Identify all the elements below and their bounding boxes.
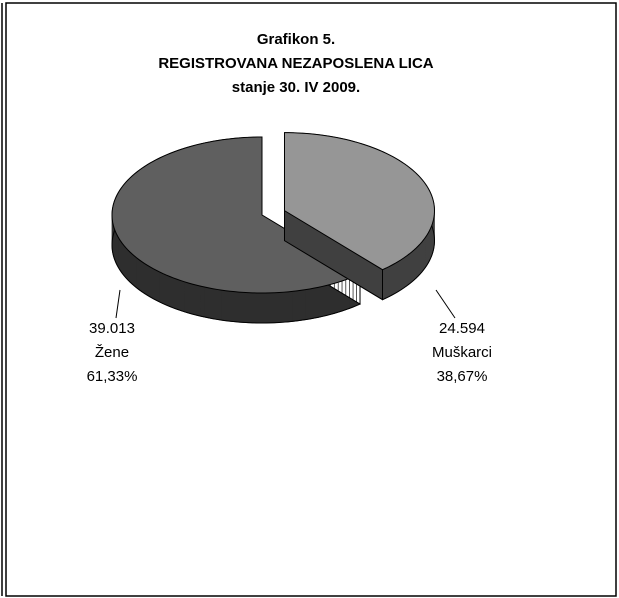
data-label: 39.013 <box>89 320 135 337</box>
slice <box>111 136 362 294</box>
chart-title: stanje 30. IV 2009. <box>232 79 360 96</box>
percent-label: 38,67% <box>437 368 488 385</box>
chart-title: REGISTROVANA NEZAPOSLENA LICA <box>158 55 433 72</box>
leader-line <box>115 289 121 319</box>
category-label: Žene <box>95 344 129 361</box>
category-label: Muškarci <box>432 344 492 361</box>
percent-label: 61,33% <box>87 368 138 385</box>
slice <box>283 132 435 271</box>
chart-title: Grafikon 5. <box>257 31 335 48</box>
leader-line <box>435 289 456 319</box>
frame <box>5 2 617 597</box>
data-label: 24.594 <box>439 320 485 337</box>
